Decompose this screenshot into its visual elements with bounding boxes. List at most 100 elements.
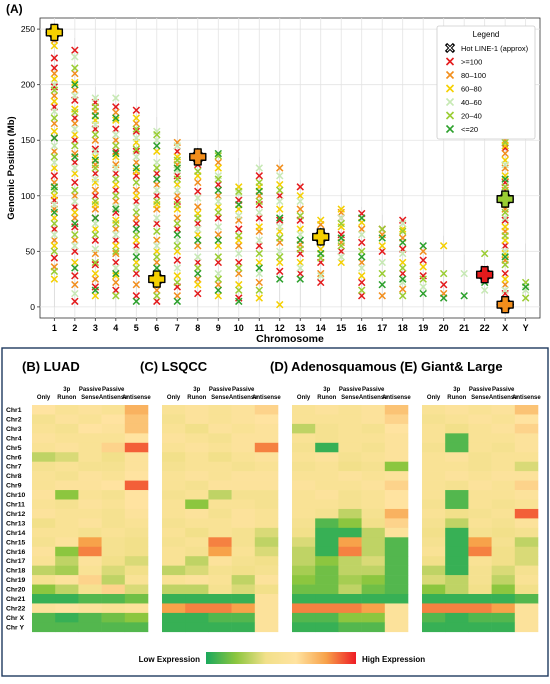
heatmap-cell — [78, 594, 102, 604]
point-stroke — [296, 264, 304, 272]
point-stroke — [153, 158, 161, 167]
scatter-point — [50, 114, 59, 122]
scatter-point — [317, 272, 325, 280]
heatmap-cell — [55, 480, 79, 491]
heatmap-cell — [101, 452, 126, 462]
scatter-point — [235, 189, 243, 198]
column-label: Antisense — [229, 395, 258, 401]
heatmap-cell — [208, 499, 232, 510]
point-stroke — [357, 278, 366, 287]
heatmap-cell — [124, 612, 149, 623]
heatmap-cell — [422, 442, 446, 453]
scatter-point — [255, 264, 263, 272]
point-stroke — [91, 94, 100, 102]
heatmap-cell — [445, 442, 469, 453]
point-stroke — [173, 236, 182, 244]
scatter-point — [296, 236, 304, 244]
heatmap-cell — [78, 575, 102, 585]
scatter-point — [255, 214, 263, 222]
point-stroke — [71, 114, 79, 122]
heatmap-cell — [422, 508, 446, 519]
heatmap-cell — [162, 442, 186, 453]
heatmap-cell — [78, 471, 102, 481]
scatter-point — [398, 269, 407, 278]
heatmap-cell — [491, 508, 516, 519]
heatmap-cell — [32, 518, 56, 529]
heatmap-cell — [491, 414, 516, 425]
heatmap-cell — [384, 508, 409, 519]
x-tick-label: 15 — [336, 323, 346, 333]
point-stroke — [255, 197, 263, 206]
heatmap-cell — [361, 527, 386, 538]
heatmap-cell — [384, 480, 409, 491]
heatmap-cell — [32, 461, 56, 472]
heatmap-title: (C) LSQCC — [140, 359, 208, 374]
scatter-point — [173, 180, 182, 189]
heatmap-cell — [361, 433, 386, 444]
heatmap-cell — [338, 423, 362, 434]
heatmap-cell — [315, 480, 339, 491]
point-stroke — [214, 158, 223, 167]
scatter-point — [153, 292, 161, 300]
heatmap-cell — [124, 405, 149, 415]
heatmap-cell — [292, 433, 316, 444]
y-tick-label: 200 — [21, 80, 35, 90]
heatmap-cell — [55, 490, 79, 500]
heatmap-cell — [185, 423, 209, 434]
heatmap-cell — [514, 594, 539, 604]
heatmap-cell — [468, 584, 492, 595]
heatmap-cell — [361, 575, 386, 585]
point-stroke — [255, 223, 263, 231]
point-stroke — [255, 278, 263, 287]
heatmap-cell — [101, 594, 126, 604]
scatter-point — [153, 219, 161, 228]
point-stroke — [501, 280, 509, 289]
point-stroke — [501, 216, 509, 224]
point-stroke — [91, 230, 100, 239]
heatmap-cell — [78, 433, 102, 444]
scatter-point — [91, 103, 100, 111]
heatmap-cell — [101, 603, 126, 614]
heatmap-cell — [445, 603, 469, 614]
point-stroke — [91, 145, 100, 153]
scatter-point — [71, 297, 79, 306]
scatter-point — [296, 197, 304, 206]
scatter-point — [112, 130, 120, 139]
heatmap-cell — [491, 433, 516, 444]
column-label: Antisense — [512, 395, 541, 401]
heatmap-cell — [422, 546, 446, 557]
point-stroke — [71, 272, 79, 280]
point-stroke — [255, 172, 263, 180]
scatter-point — [173, 230, 182, 239]
scatter-point — [501, 216, 509, 224]
point-stroke — [276, 216, 284, 224]
scatter-point — [71, 242, 79, 250]
point-stroke — [460, 292, 468, 300]
heatmap-cell — [315, 518, 339, 529]
scatter-point — [276, 192, 284, 200]
heatmap-cell — [422, 423, 446, 434]
heatmap-cell — [32, 433, 56, 444]
heatmap-cell — [361, 490, 386, 500]
heatmap-cell — [468, 405, 492, 415]
point-stroke — [501, 149, 509, 158]
x-tick-label: 16 — [357, 323, 367, 333]
heatmap-cell — [254, 584, 279, 595]
heatmap-cell — [254, 499, 279, 510]
scatter-point — [317, 278, 325, 287]
heatmap-cell — [101, 612, 126, 623]
heatmap-cell — [445, 480, 469, 491]
scatter-point — [50, 134, 59, 142]
point-stroke — [132, 106, 141, 114]
heatmap-cell — [292, 423, 316, 434]
row-label: Chr12 — [6, 511, 25, 518]
scatter-point — [214, 242, 223, 250]
row-label: Chr22 — [6, 605, 25, 612]
column-label: Passive — [102, 387, 125, 393]
legend-symbol — [445, 124, 455, 134]
heatmap-cell — [231, 490, 256, 500]
heatmap-cell — [55, 423, 79, 434]
column-label: Only — [297, 395, 311, 401]
heatmap-cell — [55, 442, 79, 453]
heatmap-cell — [185, 405, 209, 415]
